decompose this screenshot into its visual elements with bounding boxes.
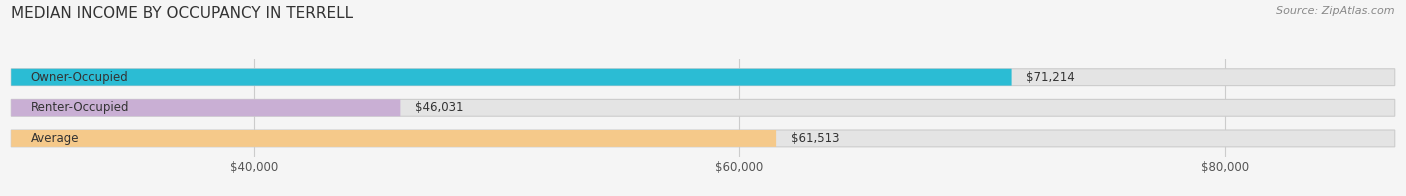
Text: Source: ZipAtlas.com: Source: ZipAtlas.com <box>1277 6 1395 16</box>
Text: Average: Average <box>31 132 79 145</box>
FancyBboxPatch shape <box>11 69 1395 86</box>
FancyBboxPatch shape <box>11 130 1395 147</box>
FancyBboxPatch shape <box>11 130 776 147</box>
FancyBboxPatch shape <box>11 99 401 116</box>
Text: $46,031: $46,031 <box>415 101 464 114</box>
Text: $61,513: $61,513 <box>790 132 839 145</box>
FancyBboxPatch shape <box>11 69 1011 86</box>
Text: Owner-Occupied: Owner-Occupied <box>31 71 128 84</box>
FancyBboxPatch shape <box>11 99 1395 116</box>
Text: $71,214: $71,214 <box>1026 71 1076 84</box>
Text: MEDIAN INCOME BY OCCUPANCY IN TERRELL: MEDIAN INCOME BY OCCUPANCY IN TERRELL <box>11 6 353 21</box>
Text: Renter-Occupied: Renter-Occupied <box>31 101 129 114</box>
